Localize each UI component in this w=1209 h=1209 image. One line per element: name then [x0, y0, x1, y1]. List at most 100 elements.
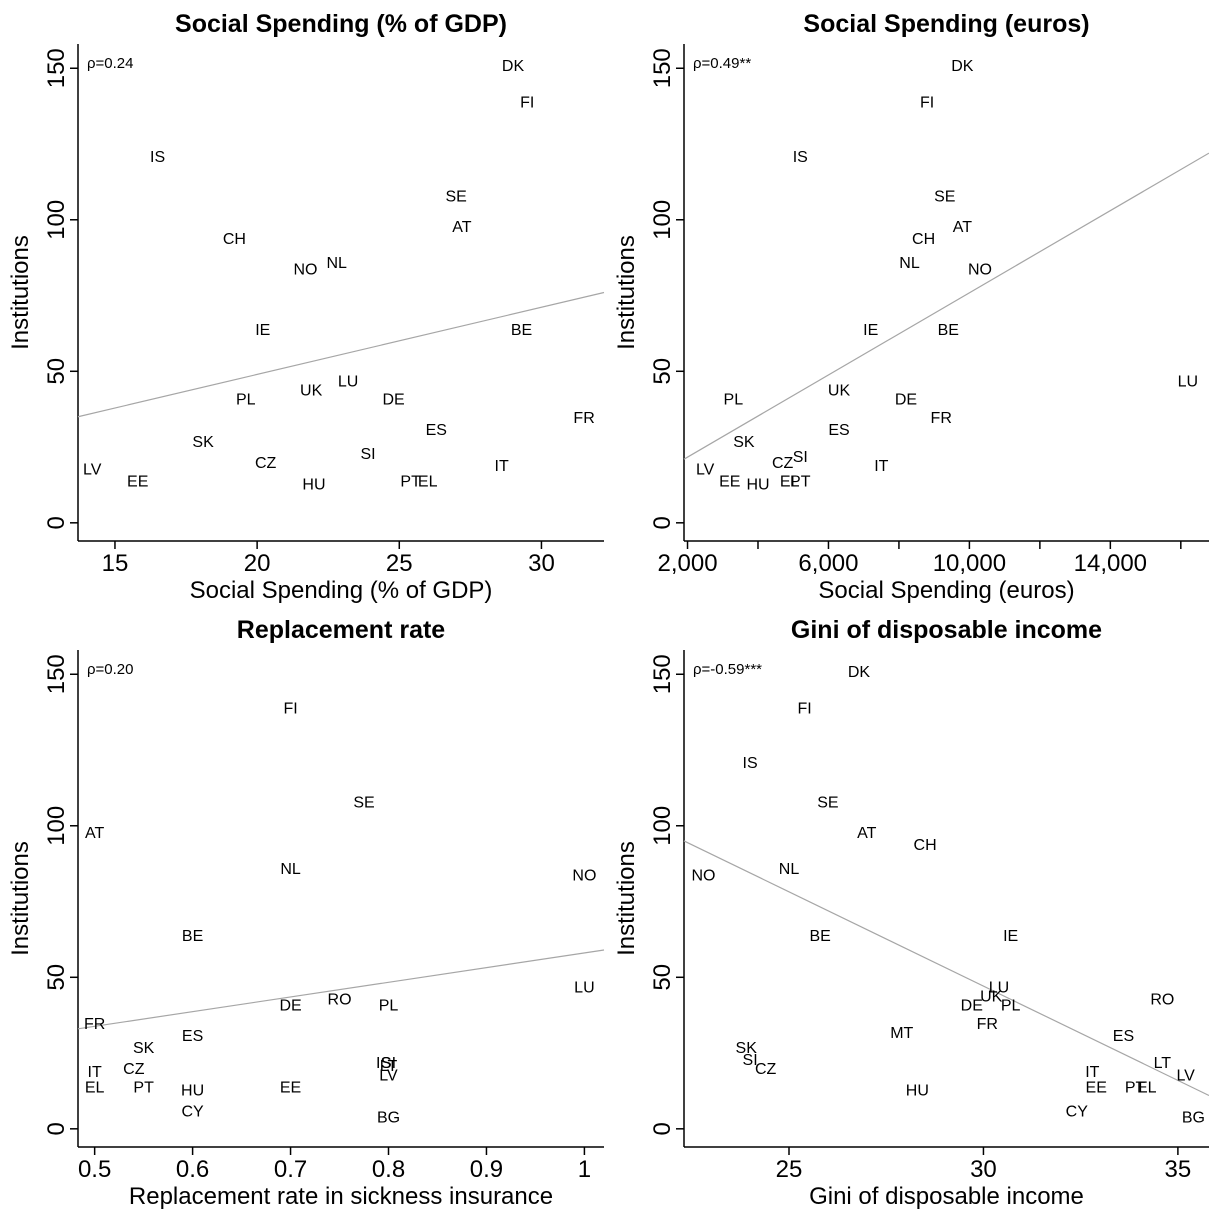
- correlation-annotation: ρ=0.49**: [693, 55, 751, 72]
- y-tick-label: 150: [649, 654, 676, 694]
- point-label-hu: HU: [746, 476, 769, 493]
- point-label-it: IT: [1085, 1064, 1099, 1081]
- point-label-it: IT: [874, 458, 888, 475]
- point-label-es: ES: [426, 422, 447, 439]
- fit-line: [683, 840, 1209, 1097]
- point-label-el: EL: [1137, 1079, 1157, 1096]
- point-label-no: NO: [293, 261, 317, 278]
- point-label-be: BE: [938, 322, 959, 339]
- x-tick-label: 0.9: [470, 1156, 503, 1183]
- point-label-fr: FR: [977, 1016, 998, 1033]
- point-label-no: NO: [968, 261, 992, 278]
- y-axis-label: Institutions: [613, 841, 640, 956]
- correlation-annotation: ρ=0.20: [87, 661, 134, 678]
- point-label-pt: PT: [790, 473, 811, 490]
- point-label-ee: EE: [127, 473, 148, 490]
- point-label-fi: FI: [797, 701, 811, 718]
- x-tick-label: 25: [776, 1156, 803, 1183]
- point-label-no: NO: [572, 867, 596, 884]
- point-label-uk: UK: [828, 382, 851, 399]
- point-label-cy: CY: [181, 1104, 204, 1121]
- point-label-cy: CY: [1066, 1104, 1089, 1121]
- y-tick-label: 100: [43, 806, 70, 846]
- y-tick-label: 100: [43, 200, 70, 240]
- x-tick-label: 30: [970, 1156, 997, 1183]
- x-axis-label: Social Spending (% of GDP): [190, 577, 493, 604]
- x-tick-label: 14,000: [1074, 550, 1147, 577]
- point-label-cz: CZ: [255, 455, 277, 472]
- point-label-es: ES: [828, 422, 849, 439]
- y-tick-label: 150: [43, 48, 70, 88]
- point-label-bg: BG: [1182, 1110, 1205, 1127]
- y-axis-label: Institutions: [613, 235, 640, 350]
- y-tick-label: 0: [43, 516, 70, 529]
- point-label-is: IS: [376, 1055, 391, 1072]
- point-label-pt: PT: [400, 473, 421, 490]
- point-label-ee: EE: [280, 1079, 301, 1096]
- point-label-se: SE: [445, 189, 466, 206]
- point-label-de: DE: [961, 998, 983, 1015]
- y-tick-label: 150: [649, 48, 676, 88]
- point-label-hu: HU: [302, 476, 325, 493]
- y-axis-label: Institutions: [7, 235, 34, 350]
- point-label-ee: EE: [719, 473, 740, 490]
- x-tick-label: 10,000: [933, 550, 1006, 577]
- point-label-el: EL: [780, 473, 800, 490]
- point-label-no: NO: [691, 867, 715, 884]
- y-tick-label: 50: [43, 358, 70, 385]
- point-label-el: EL: [418, 473, 438, 490]
- point-label-at: AT: [452, 219, 471, 236]
- x-tick-label: 20: [244, 550, 271, 577]
- point-label-lv: LV: [1176, 1067, 1195, 1084]
- point-label-mt: MT: [890, 1025, 913, 1042]
- x-tick-label: 0.8: [372, 1156, 405, 1183]
- point-label-sk: SK: [133, 1040, 155, 1057]
- point-label-hu: HU: [181, 1082, 204, 1099]
- point-label-se: SE: [934, 189, 955, 206]
- point-label-lu: LU: [574, 979, 594, 996]
- point-label-pt: PT: [133, 1079, 154, 1096]
- point-label-it: IT: [88, 1064, 102, 1081]
- point-label-lu: LU: [989, 979, 1009, 996]
- point-label-fr: FR: [931, 410, 952, 427]
- point-label-is: IS: [743, 755, 758, 772]
- correlation-annotation: ρ=0.24: [87, 55, 134, 72]
- point-label-uk: UK: [300, 382, 323, 399]
- point-label-lu: LU: [1178, 373, 1198, 390]
- point-label-nl: NL: [899, 255, 920, 272]
- point-label-nl: NL: [280, 861, 301, 878]
- fit-line: [77, 291, 605, 418]
- point-label-lt: LT: [1154, 1055, 1172, 1072]
- point-label-bg: BG: [377, 1110, 400, 1127]
- point-label-si: SI: [381, 1055, 396, 1072]
- chart-panel-3: Replacement rate 0 50 100 150 0.5 0.6 0.7 0.8 0.9…: [7, 616, 605, 1209]
- point-label-pl: PL: [379, 998, 399, 1015]
- x-axis-label: Social Spending (euros): [818, 577, 1074, 604]
- x-axis-label: Gini of disposable income: [809, 1183, 1084, 1209]
- point-label-se: SE: [817, 795, 838, 812]
- y-tick-label: 0: [43, 1122, 70, 1135]
- fit-line: [683, 152, 1209, 460]
- point-label-fi: FI: [283, 701, 297, 718]
- point-label-ch: CH: [223, 231, 246, 248]
- point-label-sk: SK: [733, 434, 755, 451]
- point-label-lv: LV: [696, 461, 715, 478]
- point-label-ee: EE: [1086, 1079, 1107, 1096]
- point-label-lt: LT: [380, 1058, 398, 1075]
- point-label-is: IS: [150, 149, 165, 166]
- y-tick-label: 50: [43, 964, 70, 991]
- x-tick-label: 25: [386, 550, 413, 577]
- point-label-si: SI: [793, 449, 808, 466]
- point-label-lu: LU: [338, 373, 358, 390]
- y-axis-label: Institutions: [7, 841, 34, 956]
- point-label-pt: PT: [1125, 1079, 1146, 1096]
- point-label-si: SI: [743, 1052, 758, 1069]
- x-tick-label: 2,000: [657, 550, 717, 577]
- point-label-sk: SK: [736, 1040, 758, 1057]
- point-label-lv: LV: [379, 1067, 398, 1084]
- point-label-ro: RO: [328, 992, 352, 1009]
- point-label-hu: HU: [906, 1082, 929, 1099]
- panel-title: Social Spending (euros): [803, 10, 1089, 38]
- point-label-dk: DK: [951, 58, 974, 75]
- y-tick-label: 0: [649, 516, 676, 529]
